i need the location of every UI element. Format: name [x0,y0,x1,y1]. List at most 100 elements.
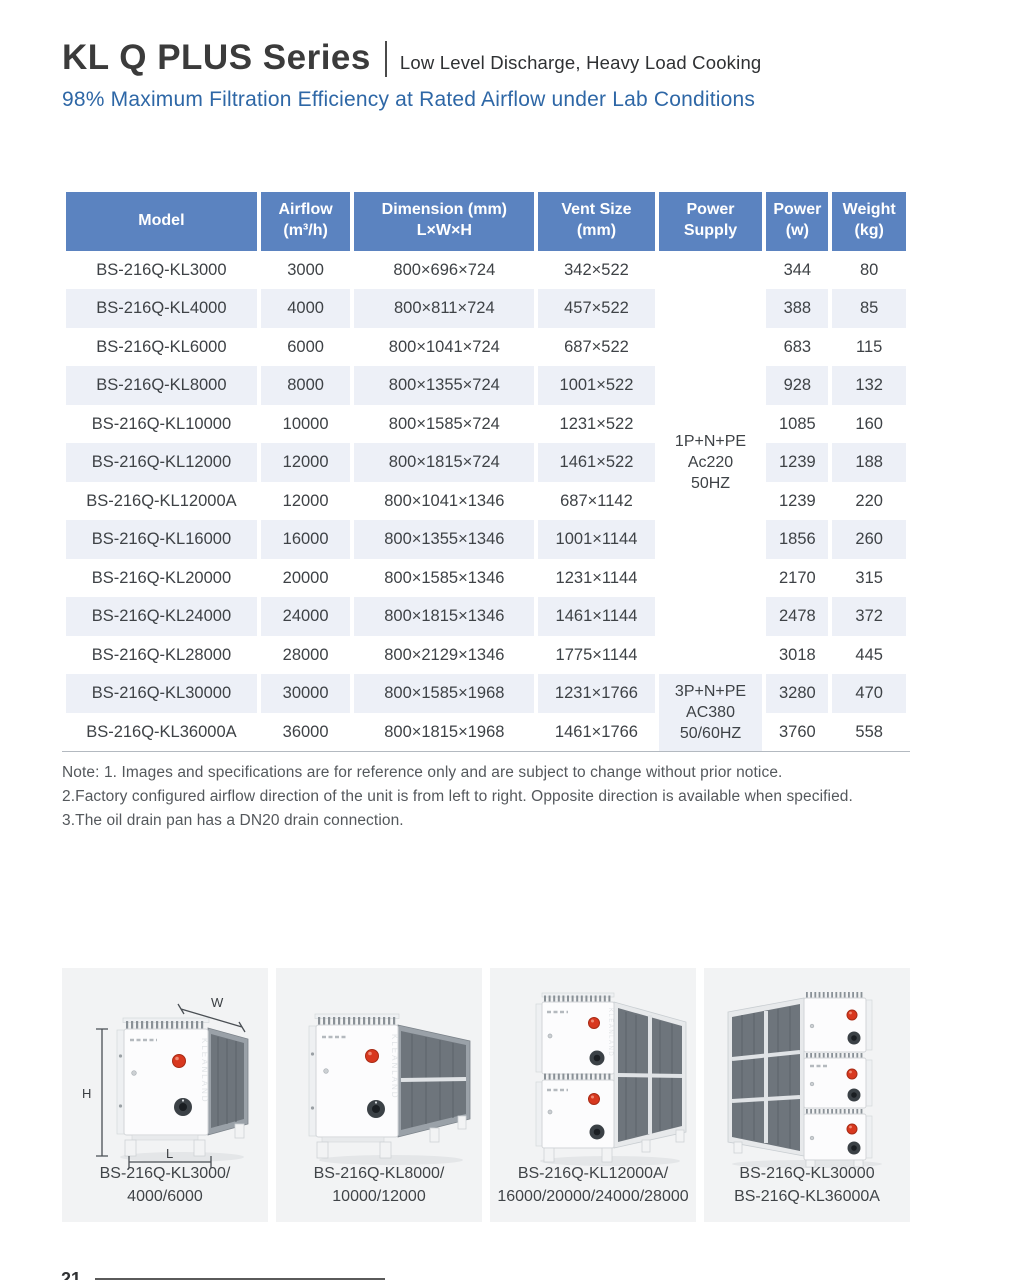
cell-vent: 1461×522 [538,443,655,482]
unit-body: KLEANLAND [535,993,687,1163]
cell-dimension: 800×1815×724 [354,443,535,482]
power-indicator [588,1093,600,1106]
power-indicator [588,1017,600,1030]
header: KL Q PLUS Series Low Level Discharge, He… [62,39,910,77]
cell-weight: 115 [856,337,883,356]
cell-dimension: 800×696×724 [393,260,496,279]
note-line-3: 3.The oil drain pan has a DN20 drain con… [62,811,404,829]
cell-airflow: 36000 [282,722,329,741]
power-indicator [846,1123,858,1135]
cell-model: BS-216Q-KL8000 [66,366,257,405]
caption-line-2: BS-216Q-KL36000A [734,1187,880,1205]
cell-dimension: 800×811×724 [354,289,535,328]
cell-model: BS-216Q-KL3000 [96,260,227,279]
cell-airflow: 12000 [282,491,329,510]
title-divider [384,40,387,77]
power-indicator [846,1009,858,1021]
cell-model: BS-216Q-KL20000 [91,568,232,587]
cell-model: BS-216Q-KL4000 [66,289,257,328]
cell-weight: 470 [832,674,906,713]
dim-label-l: L [166,1146,173,1161]
cell-dimension: 800×1815×1968 [384,722,505,741]
cell-airflow: 24000 [260,597,351,636]
cell-dimension: 800×1041×724 [388,337,500,356]
cell-weight: 445 [855,645,883,664]
cell-dimension: 800×1815×1346 [354,597,535,636]
cell-weight: 372 [832,597,906,636]
product-image-kl30000 [727,992,882,1169]
cell-vent: 1231×522 [559,414,634,433]
product-image-kl3000: KLEANLAND H [82,995,249,1169]
power-indicator [846,1068,858,1080]
spec-table-head: Model Airflow (m³/h) Dimension (mm) L×W×… [66,191,906,251]
power-indicator [365,1049,379,1064]
cell-dimension: 800×1041×1346 [384,491,505,510]
cell-model: BS-216Q-KL12000A [86,491,237,510]
cell-vent: 1461×1144 [538,597,655,636]
product-image-kl8000: KLEANLAND [308,1014,471,1166]
title-tagline: Low Level Discharge, Heavy Load Cooking [399,51,762,73]
page-subtitle: 98% Maximum Filtration Efficiency at Rat… [62,87,756,111]
col-header-dimension: Dimension (mm) L×W×H [354,191,535,251]
caption-line-2: 10000/12000 [332,1187,426,1205]
cell-power: 1239 [778,491,816,510]
product-card-kl3000: KLEANLAND H [62,968,268,1223]
spec-row: BS-216Q-KL3000 3000 800×696×724 342×522 1P+N… [66,251,906,493]
product-card-kl8000: KLEANLAND BS-216Q- [276,968,482,1223]
cell-power: 3760 [778,722,816,741]
dimension-arrows: H W L [82,995,246,1169]
cell-dimension: 800×1355×1346 [354,520,535,559]
header-row: Model Airflow (m³/h) Dimension (mm) L×W×… [66,191,906,251]
cell-power: 928 [766,366,829,405]
cell-weight: 188 [832,443,906,482]
caption-line-1: BS-216Q-KL30000 [739,1164,875,1182]
cell-power: 1085 [778,414,816,433]
cell-dimension: 800×2129×1346 [384,645,505,664]
product-caption: BS-216Q-KL12000A/ 16000/20000/24000/2800… [490,1163,696,1208]
cell-power: 1856 [766,520,829,559]
cell-weight: 132 [832,366,906,405]
spec-row: BS-216Q-KL28000 28000 800×2129×1346 1775×11… [66,636,906,675]
col-header-power: Power (w) [766,191,829,251]
caption-line-1: BS-216Q-KL12000A/ [517,1164,669,1182]
spec-row: BS-216Q-KL4000 4000 800×811×724 457×522 388 8… [66,289,906,328]
cell-power: 2170 [778,568,816,587]
cell-vent: 1001×522 [538,366,655,405]
footer-rule [95,1278,385,1280]
cell-vent: 1461×1766 [554,722,638,741]
caption-line-2: 16000/20000/24000/28000 [497,1187,689,1205]
product-image-kl12000a: KLEANLAND [535,993,687,1167]
cell-power: 344 [783,260,812,279]
dim-label-h: H [82,1086,91,1101]
note-line-1: Note: 1. Images and specifications are f… [62,764,783,782]
cell-airflow: 4000 [260,289,351,328]
cell-model: BS-216Q-KL28000 [91,645,232,664]
product-gallery: KLEANLAND H [62,968,910,1223]
spec-table-body: BS-216Q-KL3000 3000 800×696×724 342×522 1P+N… [66,251,906,752]
cell-dimension: 800×1585×1346 [384,568,505,587]
cell-dimension: 800×1585×724 [388,414,500,433]
unit-body [727,992,873,1168]
spec-row: BS-216Q-KL8000 8000 800×1355×724 1001×522 92… [66,366,906,405]
col-header-vent-size: Vent Size (mm) [538,191,655,251]
dim-label-w: W [211,995,224,1010]
cell-airflow: 12000 [260,443,351,482]
cell-weight: 315 [855,568,883,587]
note-line-2: 2.Factory configured airflow direction o… [62,787,853,805]
product-caption: BS-216Q-KL30000 BS-216Q-KL36000A [704,1163,910,1208]
unit-body: KLEANLAND [116,1018,249,1157]
col-header-weight: Weight (kg) [832,191,906,251]
cell-weight: 160 [855,414,883,433]
cell-weight: 220 [855,491,883,510]
spec-row: BS-216Q-KL24000 24000 800×1815×1346 1461×11… [66,597,906,636]
cell-vent: 457×522 [538,289,655,328]
cell-power-supply-group-1: 1P+N+PE Ac220 50HZ [674,432,747,493]
brand-watermark: KLEANLAND [390,1034,399,1100]
cell-airflow: 3000 [287,260,324,279]
cell-airflow: 6000 [287,337,324,356]
spec-row: BS-216Q-KL12000A 12000 800×1041×1346 687×11… [66,482,906,521]
cell-airflow: 30000 [260,674,351,713]
cell-power: 388 [766,289,829,328]
spec-row: BS-216Q-KL10000 10000 800×1585×724 1231×522… [66,405,906,444]
